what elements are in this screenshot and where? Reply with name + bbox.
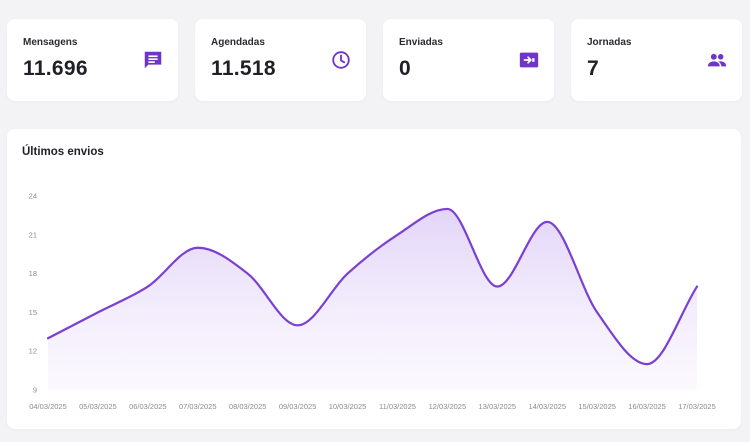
stat-title: Enviadas [399,37,443,48]
data-point[interactable] [45,335,51,341]
chart-title: Últimos envios [22,146,104,158]
data-point[interactable] [494,284,500,290]
data-point[interactable] [245,271,251,277]
send-icon [518,49,540,71]
stat-title: Mensagens [23,37,78,48]
data-point[interactable] [195,245,201,251]
clock-icon [330,49,352,71]
data-point[interactable] [644,361,650,367]
y-axis: 9 12 15 18 21 24 [29,192,37,395]
data-point[interactable] [594,309,600,315]
x-tick-label: 09/03/2025 [279,402,317,411]
y-tick-label: 18 [29,269,37,278]
series-line [46,207,699,366]
y-tick-label: 9 [33,386,37,395]
data-point[interactable] [544,219,550,225]
data-point[interactable] [345,271,351,277]
x-tick-label: 12/03/2025 [429,402,467,411]
x-tick-label: 11/03/2025 [379,402,416,411]
stat-card-agendadas: Agendadas 11.518 [195,19,366,101]
x-axis: 04/03/2025 05/03/2025 06/03/2025 07/03/2025… [29,402,716,411]
area-chart: 9 12 15 18 21 24 04/03/2025 05/03/2025 06/03/20… [29,192,716,412]
chat-icon [142,49,164,71]
stat-value: 7 [587,57,599,80]
stat-value: 11.696 [23,57,88,80]
y-tick-label: 24 [29,192,37,201]
y-tick-label: 12 [29,347,37,356]
stat-card-jornadas: Jornadas 7 [571,19,742,101]
data-point[interactable] [394,232,400,238]
x-tick-label: 10/03/2025 [329,402,367,411]
stat-value: 0 [399,57,411,80]
x-tick-label: 06/03/2025 [129,402,167,411]
stat-card-mensagens: Mensagens 11.696 [7,19,178,101]
x-tick-label: 16/03/2025 [628,402,666,411]
data-point[interactable] [95,309,101,315]
x-tick-label: 15/03/2025 [578,402,616,411]
chart-card: Últimos envios 9 12 15 18 21 24 04/03/2025 05/… [7,129,741,429]
x-tick-label: 08/03/2025 [229,402,267,411]
people-icon [706,49,728,71]
x-tick-label: 05/03/2025 [79,402,117,411]
series-area [48,208,697,390]
x-tick-label: 14/03/2025 [528,402,566,411]
x-tick-label: 13/03/2025 [479,402,517,411]
data-point[interactable] [444,206,450,212]
stat-title: Agendadas [211,37,265,48]
y-tick-label: 21 [29,230,37,239]
x-tick-label: 04/03/2025 [29,402,67,411]
x-tick-label: 17/03/2025 [678,402,716,411]
data-point[interactable] [145,284,151,290]
stat-value: 11.518 [211,57,276,80]
y-tick-label: 15 [29,308,37,317]
stat-title: Jornadas [587,37,632,48]
x-tick-label: 07/03/2025 [179,402,217,411]
stat-card-enviadas: Enviadas 0 [383,19,554,101]
data-point[interactable] [694,284,700,290]
data-point[interactable] [295,322,301,328]
